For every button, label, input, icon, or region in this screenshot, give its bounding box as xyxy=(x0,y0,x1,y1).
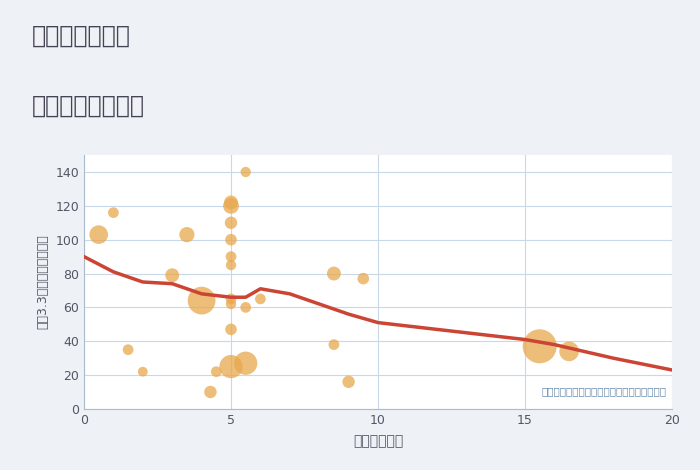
X-axis label: 駅距離（分）: 駅距離（分） xyxy=(353,434,403,448)
Point xyxy=(211,368,222,376)
Point xyxy=(181,231,193,238)
Point xyxy=(225,199,237,206)
Point xyxy=(196,297,207,305)
Point xyxy=(240,304,251,311)
Point xyxy=(534,343,545,350)
Point xyxy=(225,295,237,303)
Y-axis label: 坪（3.3㎡）単価（万円）: 坪（3.3㎡）単価（万円） xyxy=(36,235,50,329)
Point xyxy=(225,326,237,333)
Point xyxy=(240,168,251,176)
Point xyxy=(225,363,237,370)
Point xyxy=(225,253,237,260)
Text: 兵庫県西灘駅の: 兵庫県西灘駅の xyxy=(32,24,130,47)
Point xyxy=(122,346,134,353)
Point xyxy=(328,270,339,277)
Point xyxy=(225,300,237,308)
Point xyxy=(564,348,575,355)
Point xyxy=(137,368,148,376)
Point xyxy=(358,275,369,282)
Text: 駅距離別土地価格: 駅距離別土地価格 xyxy=(32,94,144,118)
Point xyxy=(255,295,266,303)
Point xyxy=(225,202,237,210)
Point xyxy=(167,272,178,279)
Point xyxy=(343,378,354,385)
Point xyxy=(240,360,251,367)
Text: 円の大きさは、取引のあった物件面積を示す: 円の大きさは、取引のあった物件面積を示す xyxy=(541,386,666,396)
Point xyxy=(93,231,104,238)
Point xyxy=(205,388,216,396)
Point xyxy=(225,219,237,227)
Point xyxy=(225,261,237,269)
Point xyxy=(108,209,119,216)
Point xyxy=(328,341,339,348)
Point xyxy=(225,236,237,243)
